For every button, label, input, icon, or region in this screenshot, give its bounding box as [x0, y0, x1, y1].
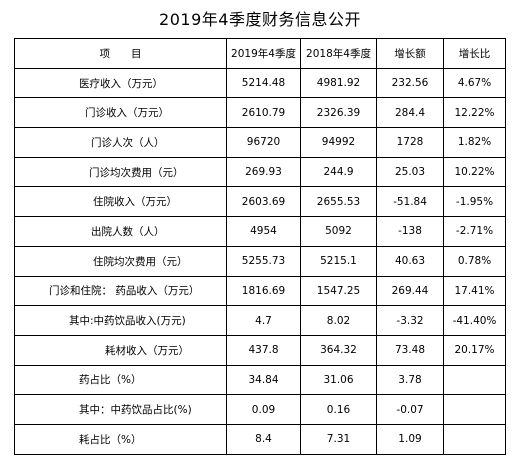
table-row: 其中:中药饮品收入(万元) 4.7 8.02 -3.32 -41.40%	[14, 305, 506, 336]
row-label: 耗占比（%）	[14, 423, 227, 455]
data-cell: 25.03	[376, 156, 444, 188]
page-title: 2019年4季度财务信息公开	[159, 10, 361, 29]
row-label: 住院均次费用（元）	[14, 245, 227, 277]
data-cell: -51.84	[376, 186, 444, 218]
row-label: 出院人数（人）	[14, 216, 227, 247]
data-cell: 7.31	[300, 423, 377, 455]
data-cell: 2610.79	[226, 97, 301, 129]
data-cell: -138	[376, 216, 444, 247]
data-cell: 94992	[300, 127, 377, 158]
data-cell: 244.9	[300, 156, 377, 188]
row-label: 门诊和住院： 药品收入（万元）	[14, 275, 227, 307]
table-row: 门诊收入（万元） 2610.79 2326.39 284.4 12.22%	[14, 97, 506, 129]
table-row: 住院收入（万元） 2603.69 2655.53 -51.84 -1.95%	[14, 186, 506, 218]
data-cell: 1728	[376, 127, 444, 158]
data-cell: 2603.69	[226, 186, 301, 218]
header-cell: 增长比	[443, 38, 506, 69]
row-label: 门诊均次费用（元）	[14, 156, 227, 188]
data-cell: 269.44	[376, 275, 444, 307]
table-row: 其中：中药饮品占比(%) 0.09 0.16 -0.07	[14, 394, 506, 425]
header-cell: 2018年4季度	[300, 38, 377, 69]
data-cell: 437.8	[226, 334, 301, 366]
data-cell: 12.22%	[443, 97, 506, 129]
data-cell: 4.67%	[443, 67, 506, 99]
table-row: 耗占比（%） 8.4 7.31 1.09	[14, 423, 506, 455]
data-cell: 0.78%	[443, 245, 506, 277]
data-cell: 1.09	[376, 423, 444, 455]
row-label: 门诊人次（人）	[14, 127, 227, 158]
data-cell	[443, 364, 506, 396]
data-cell: 8.02	[300, 305, 377, 336]
data-cell: -41.40%	[443, 305, 506, 336]
row-label: 医疗收入（万元）	[14, 67, 227, 99]
data-cell: 5215.1	[300, 245, 377, 277]
row-label: 其中：中药饮品占比(%)	[14, 394, 227, 425]
data-cell: 4954	[226, 216, 301, 247]
data-cell: 4.7	[226, 305, 301, 336]
data-cell: 73.48	[376, 334, 444, 366]
data-cell: 1816.69	[226, 275, 301, 307]
data-cell: 20.17%	[443, 334, 506, 366]
data-cell: 0.16	[300, 394, 377, 425]
table-row: 耗材收入（万元） 437.8 364.32 73.48 20.17%	[14, 334, 506, 366]
table-row: 出院人数（人） 4954 5092 -138 -2.71%	[14, 216, 506, 247]
data-cell: 1547.25	[300, 275, 377, 307]
data-cell: 96720	[226, 127, 301, 158]
data-cell: 284.4	[376, 97, 444, 129]
data-cell: 31.06	[300, 364, 377, 396]
header-row: 项 目 2019年4季度 2018年4季度 增长额 增长比	[14, 38, 506, 69]
table-row: 门诊均次费用（元） 269.93 244.9 25.03 10.22%	[14, 156, 506, 188]
table-row: 门诊人次（人） 96720 94992 1728 1.82%	[14, 127, 506, 158]
data-cell: 269.93	[226, 156, 301, 188]
data-cell: 1.82%	[443, 127, 506, 158]
table-row: 门诊和住院： 药品收入（万元） 1816.69 1547.25 269.44 17.41…	[14, 275, 506, 307]
data-cell: 40.63	[376, 245, 444, 277]
data-cell	[443, 423, 506, 455]
data-cell: 0.09	[226, 394, 301, 425]
row-label: 其中:中药饮品收入(万元)	[14, 305, 227, 336]
row-label: 药占比（%）	[14, 364, 227, 396]
table-row: 住院均次费用（元） 5255.73 5215.1 40.63 0.78%	[14, 245, 506, 277]
row-label: 住院收入（万元）	[14, 186, 227, 218]
data-cell: 3.78	[376, 364, 444, 396]
row-label: 耗材收入（万元）	[14, 334, 227, 366]
data-cell: 5214.48	[226, 67, 301, 99]
data-cell: 4981.92	[300, 67, 377, 99]
data-cell: 2655.53	[300, 186, 377, 218]
data-cell: -2.71%	[443, 216, 506, 247]
row-label: 门诊收入（万元）	[14, 97, 227, 129]
header-cell: 增长额	[376, 38, 444, 69]
data-cell: -1.95%	[443, 186, 506, 218]
data-cell: -3.32	[376, 305, 444, 336]
data-cell: 10.22%	[443, 156, 506, 188]
data-cell: 364.32	[300, 334, 377, 366]
table-row: 药占比（%） 34.84 31.06 3.78	[14, 364, 506, 396]
data-cell: 17.41%	[443, 275, 506, 307]
finance-table: 项 目 2019年4季度 2018年4季度 增长额 增长比 医疗收入（万元） 5214.48…	[14, 38, 506, 455]
data-cell: 34.84	[226, 364, 301, 396]
data-cell	[443, 394, 506, 425]
data-cell: -0.07	[376, 394, 444, 425]
header-cell: 项 目	[14, 38, 227, 69]
data-cell: 232.56	[376, 67, 444, 99]
header-cell: 2019年4季度	[226, 38, 301, 69]
table-row: 医疗收入（万元） 5214.48 4981.92 232.56 4.67%	[14, 67, 506, 99]
data-cell: 5255.73	[226, 245, 301, 277]
data-cell: 2326.39	[300, 97, 377, 129]
data-cell: 5092	[300, 216, 377, 247]
data-cell: 8.4	[226, 423, 301, 455]
